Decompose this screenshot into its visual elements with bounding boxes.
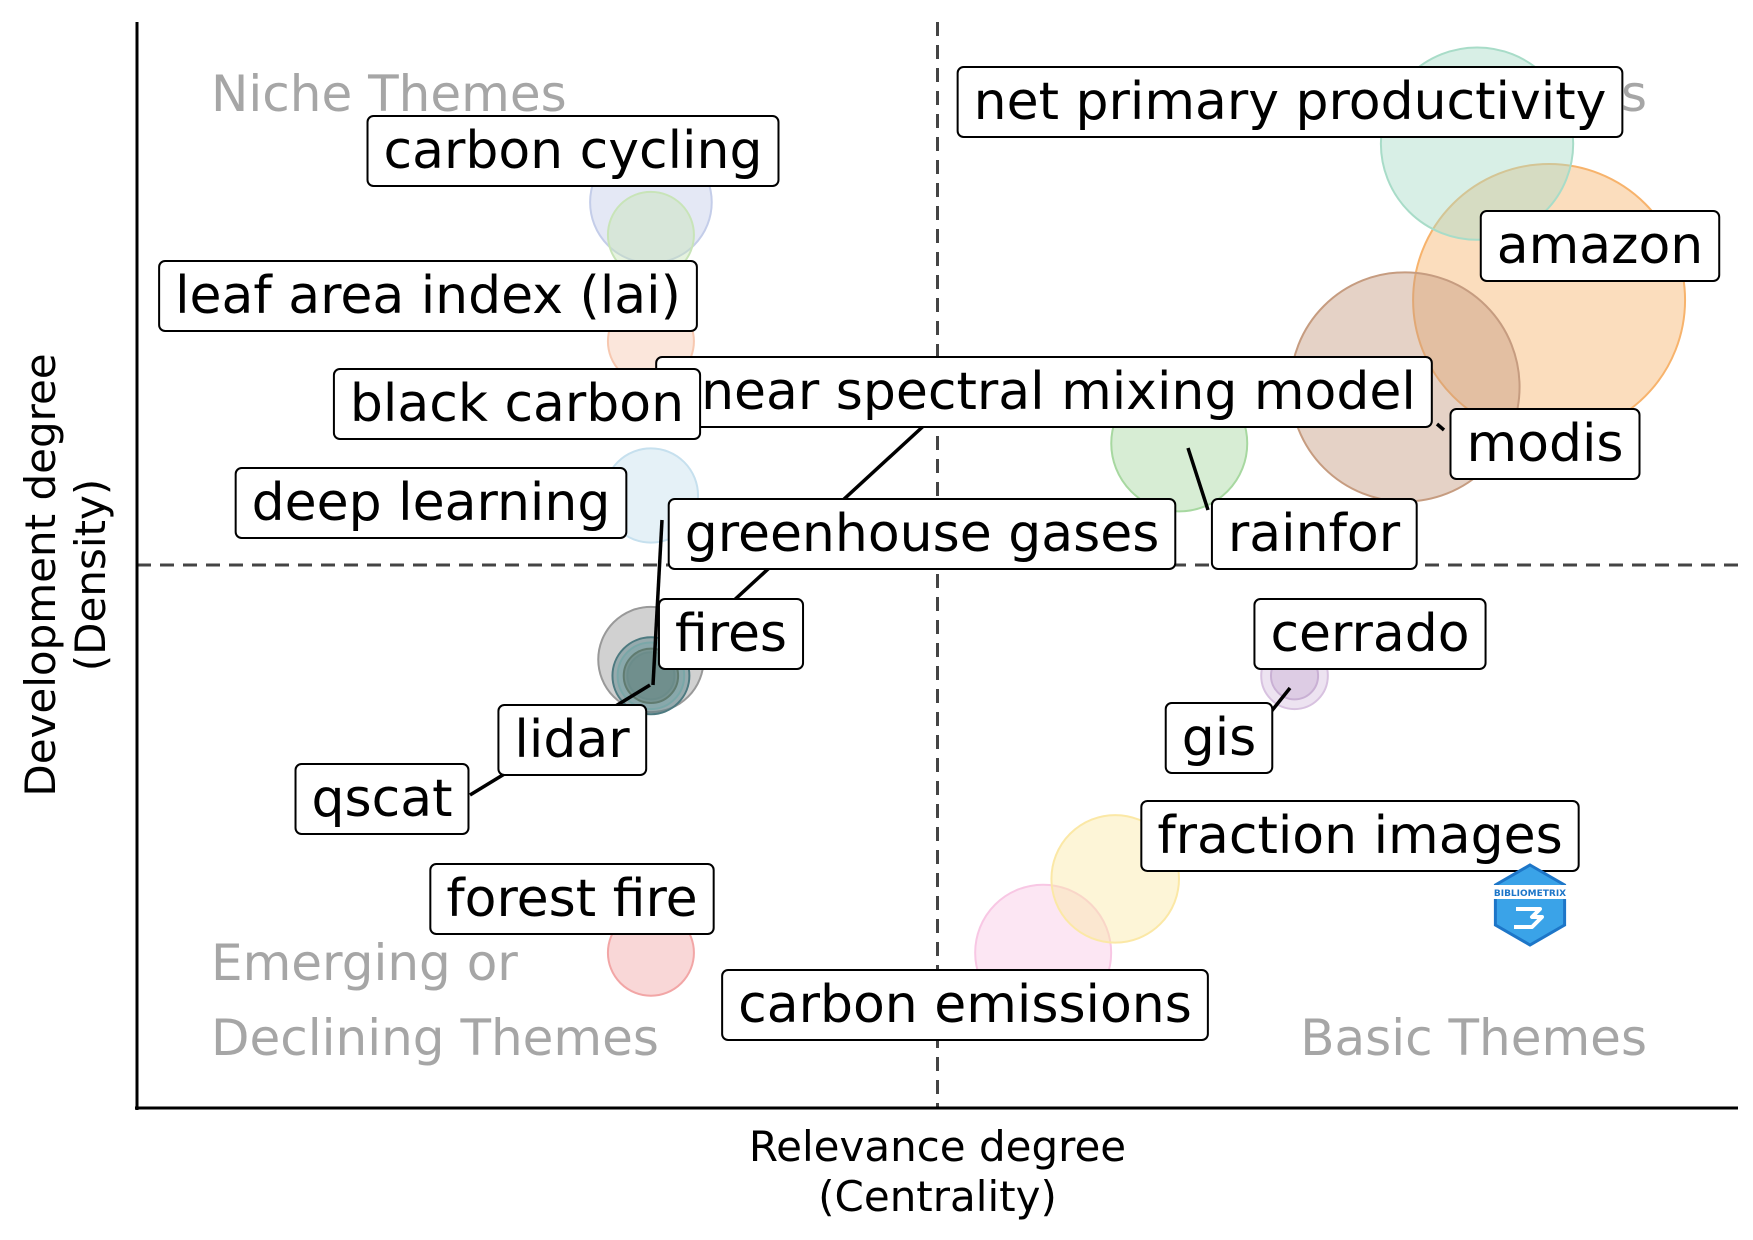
label-box xyxy=(234,467,628,539)
label-fires: fires xyxy=(657,598,805,670)
label-box xyxy=(1449,408,1641,480)
label-box xyxy=(1210,498,1418,570)
label-text: deep learning xyxy=(252,473,611,533)
quadrant-label-emerging-line2: Declining Themes xyxy=(211,1009,659,1067)
label-fraction-images: fraction images xyxy=(1140,800,1580,872)
label-box xyxy=(497,704,648,776)
label-gis: gis xyxy=(1164,702,1274,774)
label-text: modis xyxy=(1466,414,1623,474)
connector-modis xyxy=(1435,422,1446,432)
logo-band xyxy=(1492,885,1568,899)
connector-rainfor xyxy=(1186,447,1210,511)
quadrant-label-emerging-line1: Emerging or xyxy=(211,934,518,992)
label-greenhouse-gases: greenhouse gases xyxy=(667,498,1177,570)
label-box xyxy=(294,763,470,835)
label-text: carbon cycling xyxy=(384,121,763,181)
label-box xyxy=(1479,210,1721,282)
label-box xyxy=(956,66,1624,138)
label-carbon-emissions: carbon emissions xyxy=(721,969,1209,1041)
theme-labels: net primary productivity amazon modis rainf… xyxy=(158,66,1721,1041)
label-text: forest fire xyxy=(446,869,697,929)
label-text: linear spectral mixing model xyxy=(672,362,1416,422)
label-box xyxy=(1164,702,1274,774)
quadrant-label-niche: Niche Themes xyxy=(211,65,567,123)
label-text: qscat xyxy=(312,769,453,829)
label-text: amazon xyxy=(1497,216,1703,276)
label-amazon: amazon xyxy=(1479,210,1721,282)
label-carbon-cycling: carbon cycling xyxy=(366,115,780,187)
label-text: net primary productivity xyxy=(974,72,1607,132)
label-box xyxy=(1140,800,1580,872)
label-net-primary-productivity: net primary productivity xyxy=(956,66,1624,138)
label-text: carbon emissions xyxy=(738,975,1192,1035)
label-box xyxy=(667,498,1177,570)
axis-titles: Relevance degree(Centrality) Development … xyxy=(16,353,1126,1221)
label-text: cerrado xyxy=(1270,604,1469,664)
label-rainfor: rainfor xyxy=(1210,498,1418,570)
label-box xyxy=(657,598,805,670)
label-modis: modis xyxy=(1449,408,1641,480)
label-text: rainfor xyxy=(1228,504,1401,564)
x-axis-title-line-2: (Centrality) xyxy=(818,1172,1057,1221)
label-black-carbon: black carbon xyxy=(332,368,702,440)
bibliometrix-logo: BIBLIOMETRIX xyxy=(1492,863,1568,947)
label-qscat: qscat xyxy=(294,763,470,835)
label-lidar: lidar xyxy=(497,704,648,776)
label-text: leaf area index (lai) xyxy=(175,266,681,326)
logo-hexagon xyxy=(1493,863,1567,947)
label-text: fraction images xyxy=(1157,806,1562,866)
label-text: lidar xyxy=(514,710,630,770)
connector-greenhouse-gases xyxy=(651,519,664,686)
label-box xyxy=(332,368,702,440)
label-text: greenhouse gases xyxy=(685,504,1160,564)
label-box xyxy=(721,969,1209,1041)
label-linear-spectral-mixing-model: linear spectral mixing model xyxy=(655,356,1433,428)
x-axis-title-line-1: Relevance degree xyxy=(749,1122,1126,1171)
logo-glyph xyxy=(1514,907,1544,929)
label-box xyxy=(366,115,780,187)
label-box xyxy=(429,863,715,935)
y-axis-title-line-1: Development degree xyxy=(16,353,65,796)
connector-gis xyxy=(1268,686,1292,715)
label-deep-learning: deep learning xyxy=(234,467,628,539)
logo-text: BIBLIOMETRIX xyxy=(1494,889,1566,899)
label-text: black carbon xyxy=(350,374,684,434)
label-text: gis xyxy=(1182,708,1257,768)
label-box xyxy=(1253,598,1487,670)
label-text: fires xyxy=(675,604,787,664)
axes xyxy=(135,22,1738,1110)
label-forest-fire: forest fire xyxy=(429,863,715,935)
y-axis-title-line-2: (Density) xyxy=(66,479,115,671)
label-cerrado: cerrado xyxy=(1253,598,1487,670)
quadrant-label-basic: Basic Themes xyxy=(1300,1009,1647,1067)
label-leaf-area-index-lai: leaf area index (lai) xyxy=(158,260,698,332)
label-box xyxy=(158,260,698,332)
